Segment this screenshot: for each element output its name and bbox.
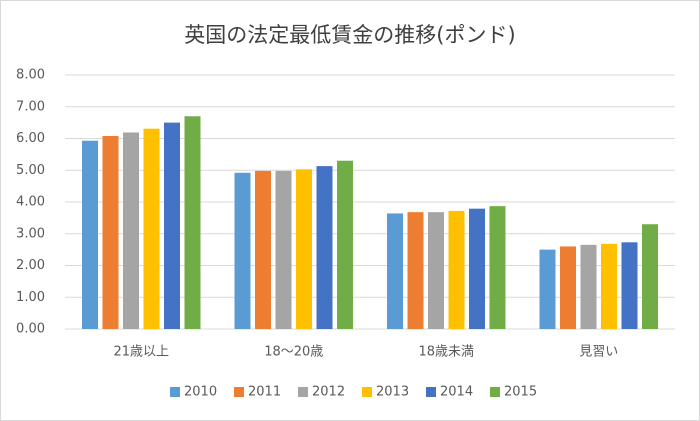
y-tick-label: 3.00	[16, 226, 45, 241]
bar	[642, 224, 658, 329]
x-tick-label: 21歳以上	[113, 345, 169, 360]
y-tick-label: 0.00	[16, 322, 45, 337]
bar	[469, 208, 485, 329]
legend-swatch	[362, 387, 372, 397]
bar	[337, 160, 353, 329]
bar	[539, 249, 556, 329]
bar	[102, 135, 119, 329]
bar	[601, 243, 617, 329]
legend-swatch	[426, 387, 436, 397]
bar	[296, 169, 312, 329]
bar	[621, 242, 638, 329]
legend-label: 2012	[312, 385, 345, 400]
x-tick-label: 18歳未満	[418, 345, 474, 360]
bar	[184, 116, 201, 330]
y-tick-label: 1.00	[16, 290, 45, 305]
legend-label: 2010	[184, 385, 217, 400]
bar	[164, 122, 180, 329]
bar	[448, 210, 465, 329]
bar	[316, 166, 333, 329]
bar	[580, 244, 597, 329]
bar	[123, 132, 139, 329]
bar	[234, 172, 251, 329]
y-tick-label: 5.00	[16, 163, 45, 178]
y-tick-label: 2.00	[16, 258, 45, 273]
bar	[387, 213, 403, 329]
chart-title: 英国の法定最低賃金の推移(ポンド)	[184, 23, 515, 47]
legend-swatch	[298, 387, 308, 397]
bar	[82, 140, 98, 329]
legend-swatch	[490, 387, 500, 397]
legend-label: 2014	[440, 385, 473, 400]
y-tick-label: 4.00	[16, 195, 45, 210]
bar	[255, 170, 271, 329]
y-tick-label: 8.00	[16, 68, 45, 83]
x-tick-label: 見習い	[579, 345, 618, 360]
y-tick-label: 7.00	[16, 99, 45, 114]
bar	[489, 206, 506, 329]
legend-label: 2013	[376, 385, 409, 400]
legend-label: 2015	[504, 385, 537, 400]
y-tick-label: 6.00	[16, 131, 45, 146]
bar	[428, 212, 444, 329]
bar	[275, 170, 292, 329]
legend-label: 2011	[248, 385, 281, 400]
legend-swatch	[234, 387, 244, 397]
legend-swatch	[170, 387, 180, 397]
bar	[143, 128, 160, 329]
bar	[407, 212, 424, 329]
x-tick-label: 18〜20歳	[264, 345, 323, 360]
bar	[560, 246, 576, 329]
